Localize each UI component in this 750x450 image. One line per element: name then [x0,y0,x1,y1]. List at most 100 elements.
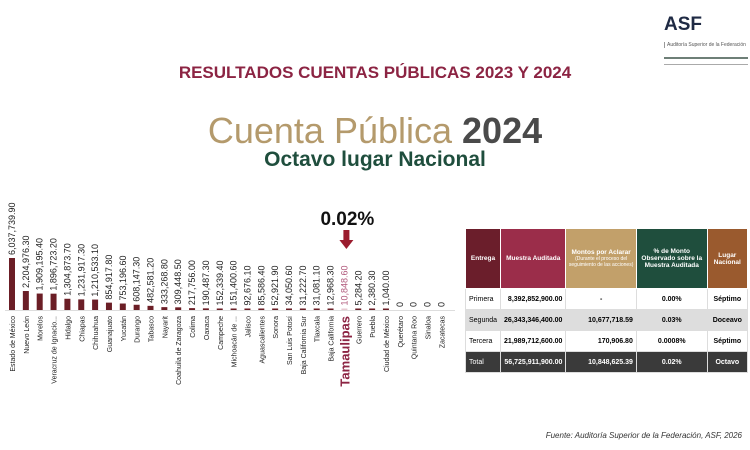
bar [230,308,237,310]
value-label: 34,050.60 [284,265,294,305]
column-header: Montos por Aclarar (Durante el proceso de… [565,228,637,289]
category-label: Oaxaca [204,316,211,340]
bar [369,308,376,310]
category-label: Tlaxcala [315,316,322,342]
bar [202,308,209,310]
table-cell: Tercera [464,330,502,352]
arrow-icon-shaft [343,230,350,240]
bar [258,308,265,310]
value-label: 85,586.40 [256,265,266,305]
value-label: 217,756.00 [187,260,197,305]
value-label: 2,380.30 [367,270,377,305]
column-header-text: Montos por Aclarar [571,249,631,256]
category-label: Morelos [38,316,45,341]
value-label: 190,487.30 [201,260,211,305]
category-label: Zacatecas [439,316,446,349]
bar [92,299,99,310]
results-table: Entrega Muestra Auditada Montos por Aclara… [464,228,749,373]
value-label: 0 [395,302,405,307]
value-label: 6,037,739.90 [7,202,17,255]
bar-chart: 6,037,739.90 Estado de México 2,204,976.30… [5,202,455,387]
table-cell: Doceavo [706,309,749,331]
value-label: 151,400.60 [229,260,239,305]
value-label: 52,921.90 [270,265,280,305]
category-label: Sinaloa [426,316,433,339]
table-cell: 56,725,911,900.00 [500,351,567,373]
bar [161,307,168,310]
subtitle-year: 2024 [462,110,543,151]
category-label: Colima [190,316,197,338]
category-label: San Luis Potosí [287,316,294,365]
value-label: 2,204,976.30 [21,235,31,288]
arrow-icon-head [339,240,354,249]
column-header-note: (Durante el proceso del seguimiento de l… [568,256,634,268]
table-cell: 0.0008% [635,330,708,352]
bar [78,299,85,310]
value-label: 1,040.00 [381,270,391,305]
category-label: Sonora [273,316,280,339]
category-label: Guerrero [356,316,363,344]
category-label: Coahuila de Zaragoza [176,316,183,385]
table-row: Primera 8,392,852,900.00-0.00% Séptimo [464,288,749,310]
total-row: Total 56,725,911,900.00 10,848,625.39 0.02%… [464,351,749,373]
value-label: 753,196.60 [118,255,128,300]
category-label: Tabasco [149,316,156,342]
bar [119,303,126,310]
bar [341,308,348,310]
value-label: 92,676.10 [242,265,252,305]
category-label: Chihuahua [93,316,100,350]
category-label: Yucatán [121,316,128,341]
value-label: 0 [436,302,446,307]
category-label: Chiapas [79,316,86,342]
page-title: RESULTADOS CUENTAS PÚBLICAS 2023 Y 2024 [178,63,572,82]
value-label: 1,231,917.30 [76,244,86,297]
value-label: 1,210,533.10 [90,244,100,297]
category-label: Tamaulipas [337,316,352,387]
column-header: % de Monto Observado sobre la Muestra Au… [635,228,708,289]
column-header: Entrega [464,228,502,289]
category-label: Nayarit [162,316,169,338]
category-label: Aguascalientes [259,316,266,364]
bar [133,304,140,310]
bar [327,308,334,310]
table-cell: 26,343,346,400.00 [500,309,567,331]
table-cell: Séptimo [706,330,749,352]
value-label: 854,917.80 [104,255,114,300]
value-label: 31,222.70 [298,265,308,305]
category-label: Quintana Roo [412,316,419,359]
table-cell: 170,906.80 [565,330,637,352]
value-label: 12,968.30 [326,265,336,305]
column-header-text: Entrega [470,255,496,262]
table-cell: 10,848,625.39 [565,351,637,373]
value-label: 482,581.20 [146,258,156,303]
value-label: 152,339.40 [215,260,225,305]
bar [175,307,182,310]
table-cell: 0.02% [635,351,708,373]
value-label: 608,147.30 [132,257,142,302]
table-cell: 0.00% [635,288,708,310]
value-label: 0 [423,302,433,307]
ranking-subtitle: Octavo lugar Nacional [264,148,486,171]
column-header-text: % de Monto Observado sobre la Muestra Au… [641,248,703,269]
table-cell: Séptimo [706,288,749,310]
bar [299,308,306,310]
table-cell: 8,392,852,900.00 [500,288,567,310]
bar [50,293,57,310]
table-cell: Octavo [706,351,749,373]
logo-text: ASF [664,14,702,35]
value-label: 1,909,195.40 [35,238,45,291]
table-cell: 10,677,718.59 [565,309,637,331]
table-cell: Segunda [464,309,502,331]
table-cell: 0.03% [635,309,708,331]
bar [36,293,43,310]
table-cell: 21,989,712,600.00 [500,330,567,352]
annotation-label: 0.02% [320,209,374,230]
category-label: Puebla [370,316,377,338]
bar [244,308,251,310]
bar [9,258,15,310]
value-label: 1,896,723.20 [49,238,59,291]
logo-subtext: Auditoría Superior de la Federación [664,41,746,48]
table-cell: - [565,288,637,310]
category-label: Estado de México [10,316,17,372]
column-header: Muestra Auditada [500,228,567,289]
